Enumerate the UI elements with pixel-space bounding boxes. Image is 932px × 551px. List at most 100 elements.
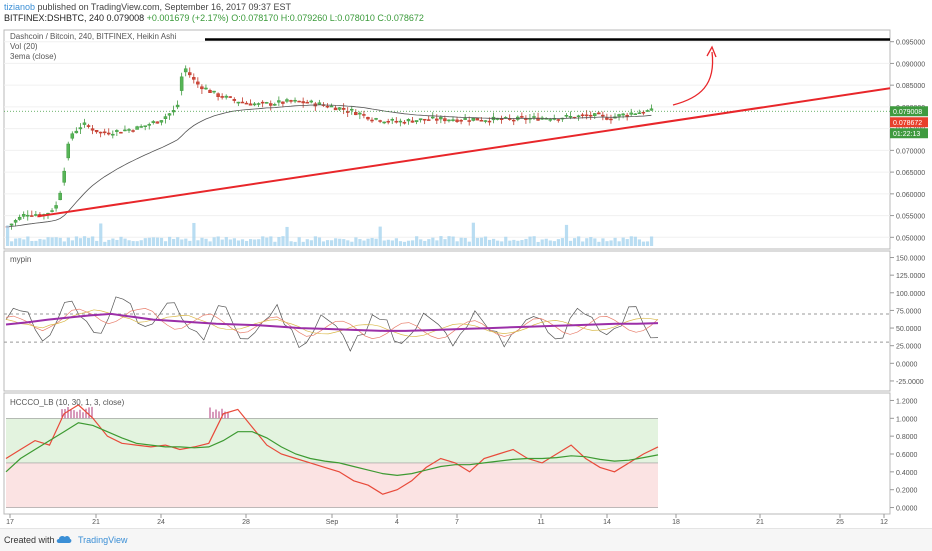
volume-bar xyxy=(321,241,326,246)
volume-bar xyxy=(512,239,516,246)
x-tick-label: 14 xyxy=(603,519,611,526)
volume-bar xyxy=(236,240,241,246)
candle-body xyxy=(463,118,467,120)
volume-bar xyxy=(536,241,540,246)
volume-bar xyxy=(143,238,147,246)
volume-bar xyxy=(621,237,625,246)
y-tick-label: 0.055000 xyxy=(896,214,925,221)
x-tick-label: 4 xyxy=(395,519,399,526)
volume-bar xyxy=(103,241,107,246)
candle-body xyxy=(512,119,516,122)
volume-bar xyxy=(362,240,366,246)
y-tick-label: 0.8000 xyxy=(896,434,918,441)
x-tick-label: 21 xyxy=(92,519,100,526)
candle-body xyxy=(370,119,374,122)
ohlc-values: O:0.078170 H:0.079260 L:0.078010 C:0.078… xyxy=(231,13,424,23)
candle-body xyxy=(208,90,212,93)
candle-body xyxy=(548,119,552,121)
volume-bar xyxy=(415,236,419,246)
y-tick-label: 0.085000 xyxy=(896,83,925,90)
volume-bar xyxy=(168,236,172,246)
candle-body xyxy=(139,126,143,128)
volume-bar xyxy=(317,237,322,246)
volume-bar xyxy=(423,240,427,246)
candle-body xyxy=(483,120,488,122)
volume-bar xyxy=(208,241,212,246)
volume-bar xyxy=(471,222,475,246)
candle-body xyxy=(580,114,585,117)
volume-bar xyxy=(10,241,14,246)
candle-body xyxy=(301,101,305,104)
volume-bar xyxy=(625,239,629,246)
volume-bar xyxy=(637,239,641,246)
volume-bar xyxy=(135,241,139,246)
x-tick-label: 24 xyxy=(157,519,165,526)
price-badge: 0.079008 xyxy=(893,109,922,116)
author-name[interactable]: tizianob xyxy=(4,2,36,12)
main-series-title[interactable]: Dashcoin / Bitcoin, 240, BITFINEX, Heiki… xyxy=(10,32,177,41)
candle-body xyxy=(447,119,451,122)
candle-body xyxy=(281,101,285,104)
volume-bar xyxy=(42,239,46,246)
candle-body xyxy=(435,118,439,121)
x-tick-label: 12 xyxy=(880,519,888,526)
candle-body xyxy=(374,118,378,120)
volume-bar xyxy=(176,237,180,246)
candle-body xyxy=(264,102,269,104)
candle-body xyxy=(605,117,609,120)
volume-bar xyxy=(131,241,135,246)
lower-band xyxy=(6,462,658,508)
candle-body xyxy=(34,214,38,216)
volume-bar xyxy=(524,238,528,246)
volume-bar xyxy=(605,241,609,246)
candle-body xyxy=(188,72,192,76)
volume-bar xyxy=(172,238,176,246)
candle-body xyxy=(471,118,475,121)
candle-body xyxy=(256,103,261,105)
volume-bar xyxy=(370,237,374,246)
candle-body xyxy=(431,116,435,119)
volume-bar xyxy=(431,237,435,246)
volume-bar xyxy=(139,240,143,246)
volume-bar xyxy=(609,240,613,246)
volume-bar xyxy=(196,240,200,246)
candle-body xyxy=(273,104,277,106)
volume-bar xyxy=(18,238,22,246)
volume-bar xyxy=(487,239,492,246)
volume-bar xyxy=(334,238,338,246)
volume-bar xyxy=(378,226,382,246)
candle-body xyxy=(576,115,581,118)
volume-bar xyxy=(253,239,257,246)
hccco-legend[interactable]: HCCCO_LB (10, 30, 1, 3, close) xyxy=(10,398,125,407)
price-change: +0.001679 (+2.17%) xyxy=(146,13,229,23)
candle-body xyxy=(192,77,196,80)
candle-body xyxy=(406,119,411,122)
candle-body xyxy=(609,118,613,121)
pane-frame xyxy=(3,250,891,392)
candle-body xyxy=(9,223,14,226)
candle-body xyxy=(200,86,204,90)
volume-bar xyxy=(386,239,390,246)
volume-bar xyxy=(30,240,34,246)
candle-body xyxy=(90,128,95,131)
volume-bar xyxy=(508,240,512,246)
candle-body xyxy=(111,133,115,136)
ema-legend[interactable]: 3ema (close) xyxy=(10,52,57,61)
candle-body xyxy=(568,116,573,118)
volume-bar xyxy=(82,236,87,246)
y-tick-label: 0.095000 xyxy=(896,40,925,47)
y-tick-label: 0.2000 xyxy=(896,488,918,495)
volume-legend[interactable]: Vol (20) xyxy=(10,42,38,51)
candle-body xyxy=(390,119,394,121)
volume-bar xyxy=(338,238,342,246)
mypin-legend[interactable]: mypin xyxy=(10,255,32,264)
y-tick-label: 0.0000 xyxy=(896,506,918,513)
volume-bar xyxy=(119,236,123,246)
volume-bar xyxy=(479,237,484,246)
tradingview-brand[interactable]: TradingView xyxy=(78,535,128,545)
volume-bar xyxy=(95,240,99,246)
volume-bar xyxy=(483,236,488,246)
candle-body xyxy=(289,100,293,102)
volume-bar xyxy=(38,238,42,246)
